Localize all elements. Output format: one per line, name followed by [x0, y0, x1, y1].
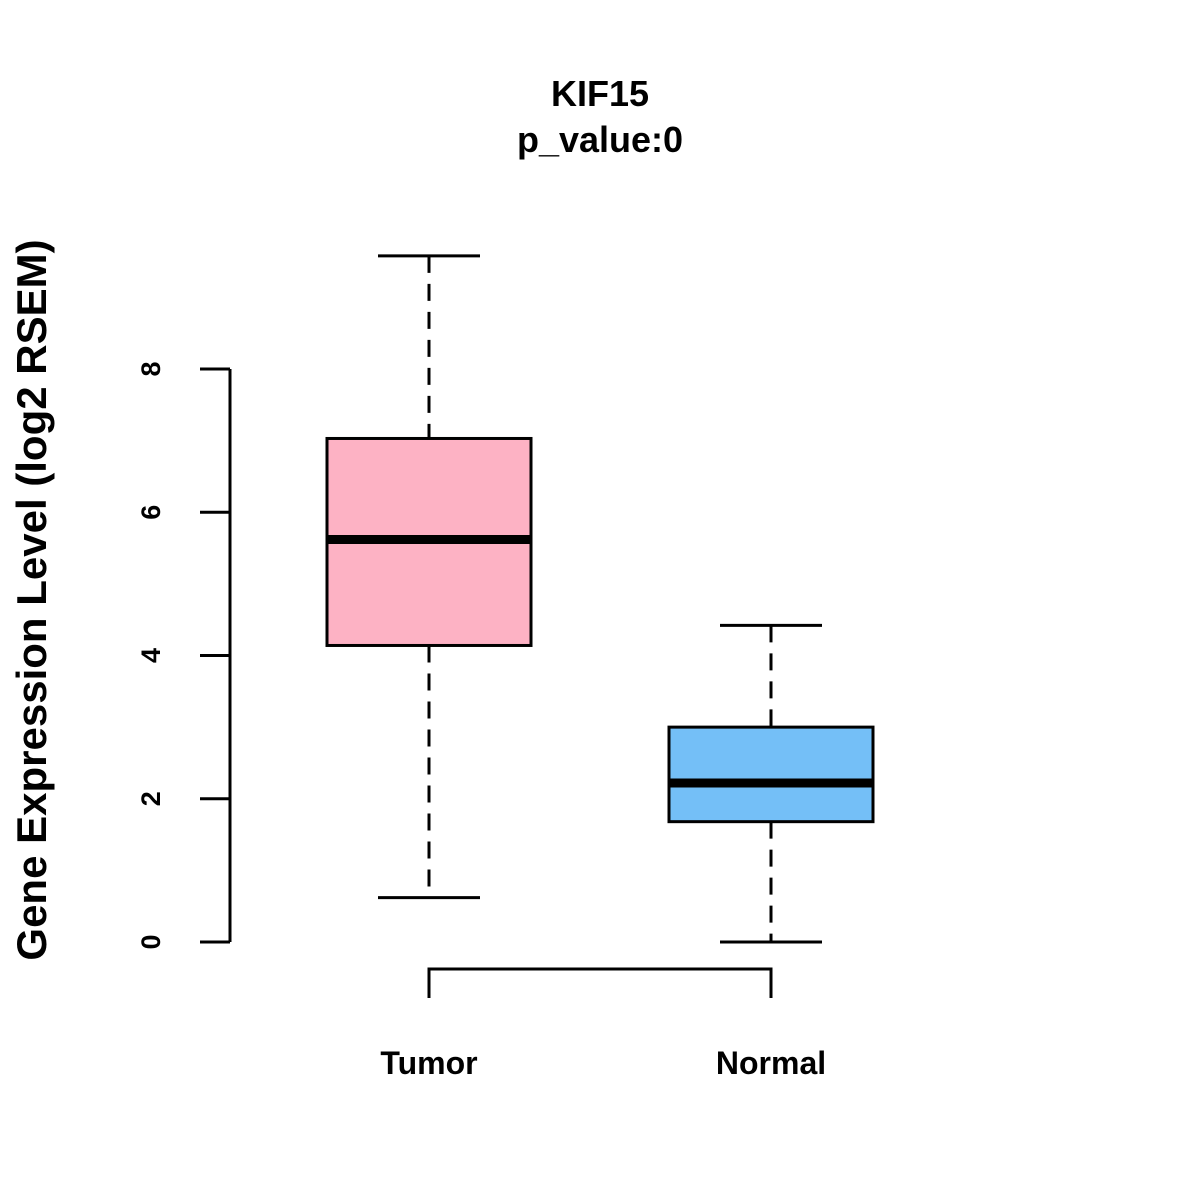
iqr-box	[667, 725, 875, 824]
box-normal	[667, 623, 875, 944]
x-label-tumor: Tumor	[380, 1045, 477, 1081]
chart-subtitle: p_value:0	[517, 119, 683, 160]
x-axis-labels: Tumor Normal	[380, 1045, 826, 1081]
chart-title: KIF15	[551, 73, 649, 114]
y-axis: 0 2 4 6 8	[136, 361, 232, 950]
y-tick-label: 0	[136, 934, 166, 949]
y-axis-label: Gene Expression Level (log2 RSEM)	[8, 239, 55, 960]
x-label-normal: Normal	[716, 1045, 826, 1081]
y-tick-label: 4	[136, 648, 166, 663]
bracket-line	[427, 967, 773, 998]
y-tick-label: 2	[136, 791, 166, 806]
box-tumor	[325, 254, 533, 900]
y-tick-label: 8	[136, 361, 166, 376]
comparison-bracket	[427, 967, 773, 998]
box-group	[325, 254, 875, 944]
y-tick-label: 6	[136, 505, 166, 520]
